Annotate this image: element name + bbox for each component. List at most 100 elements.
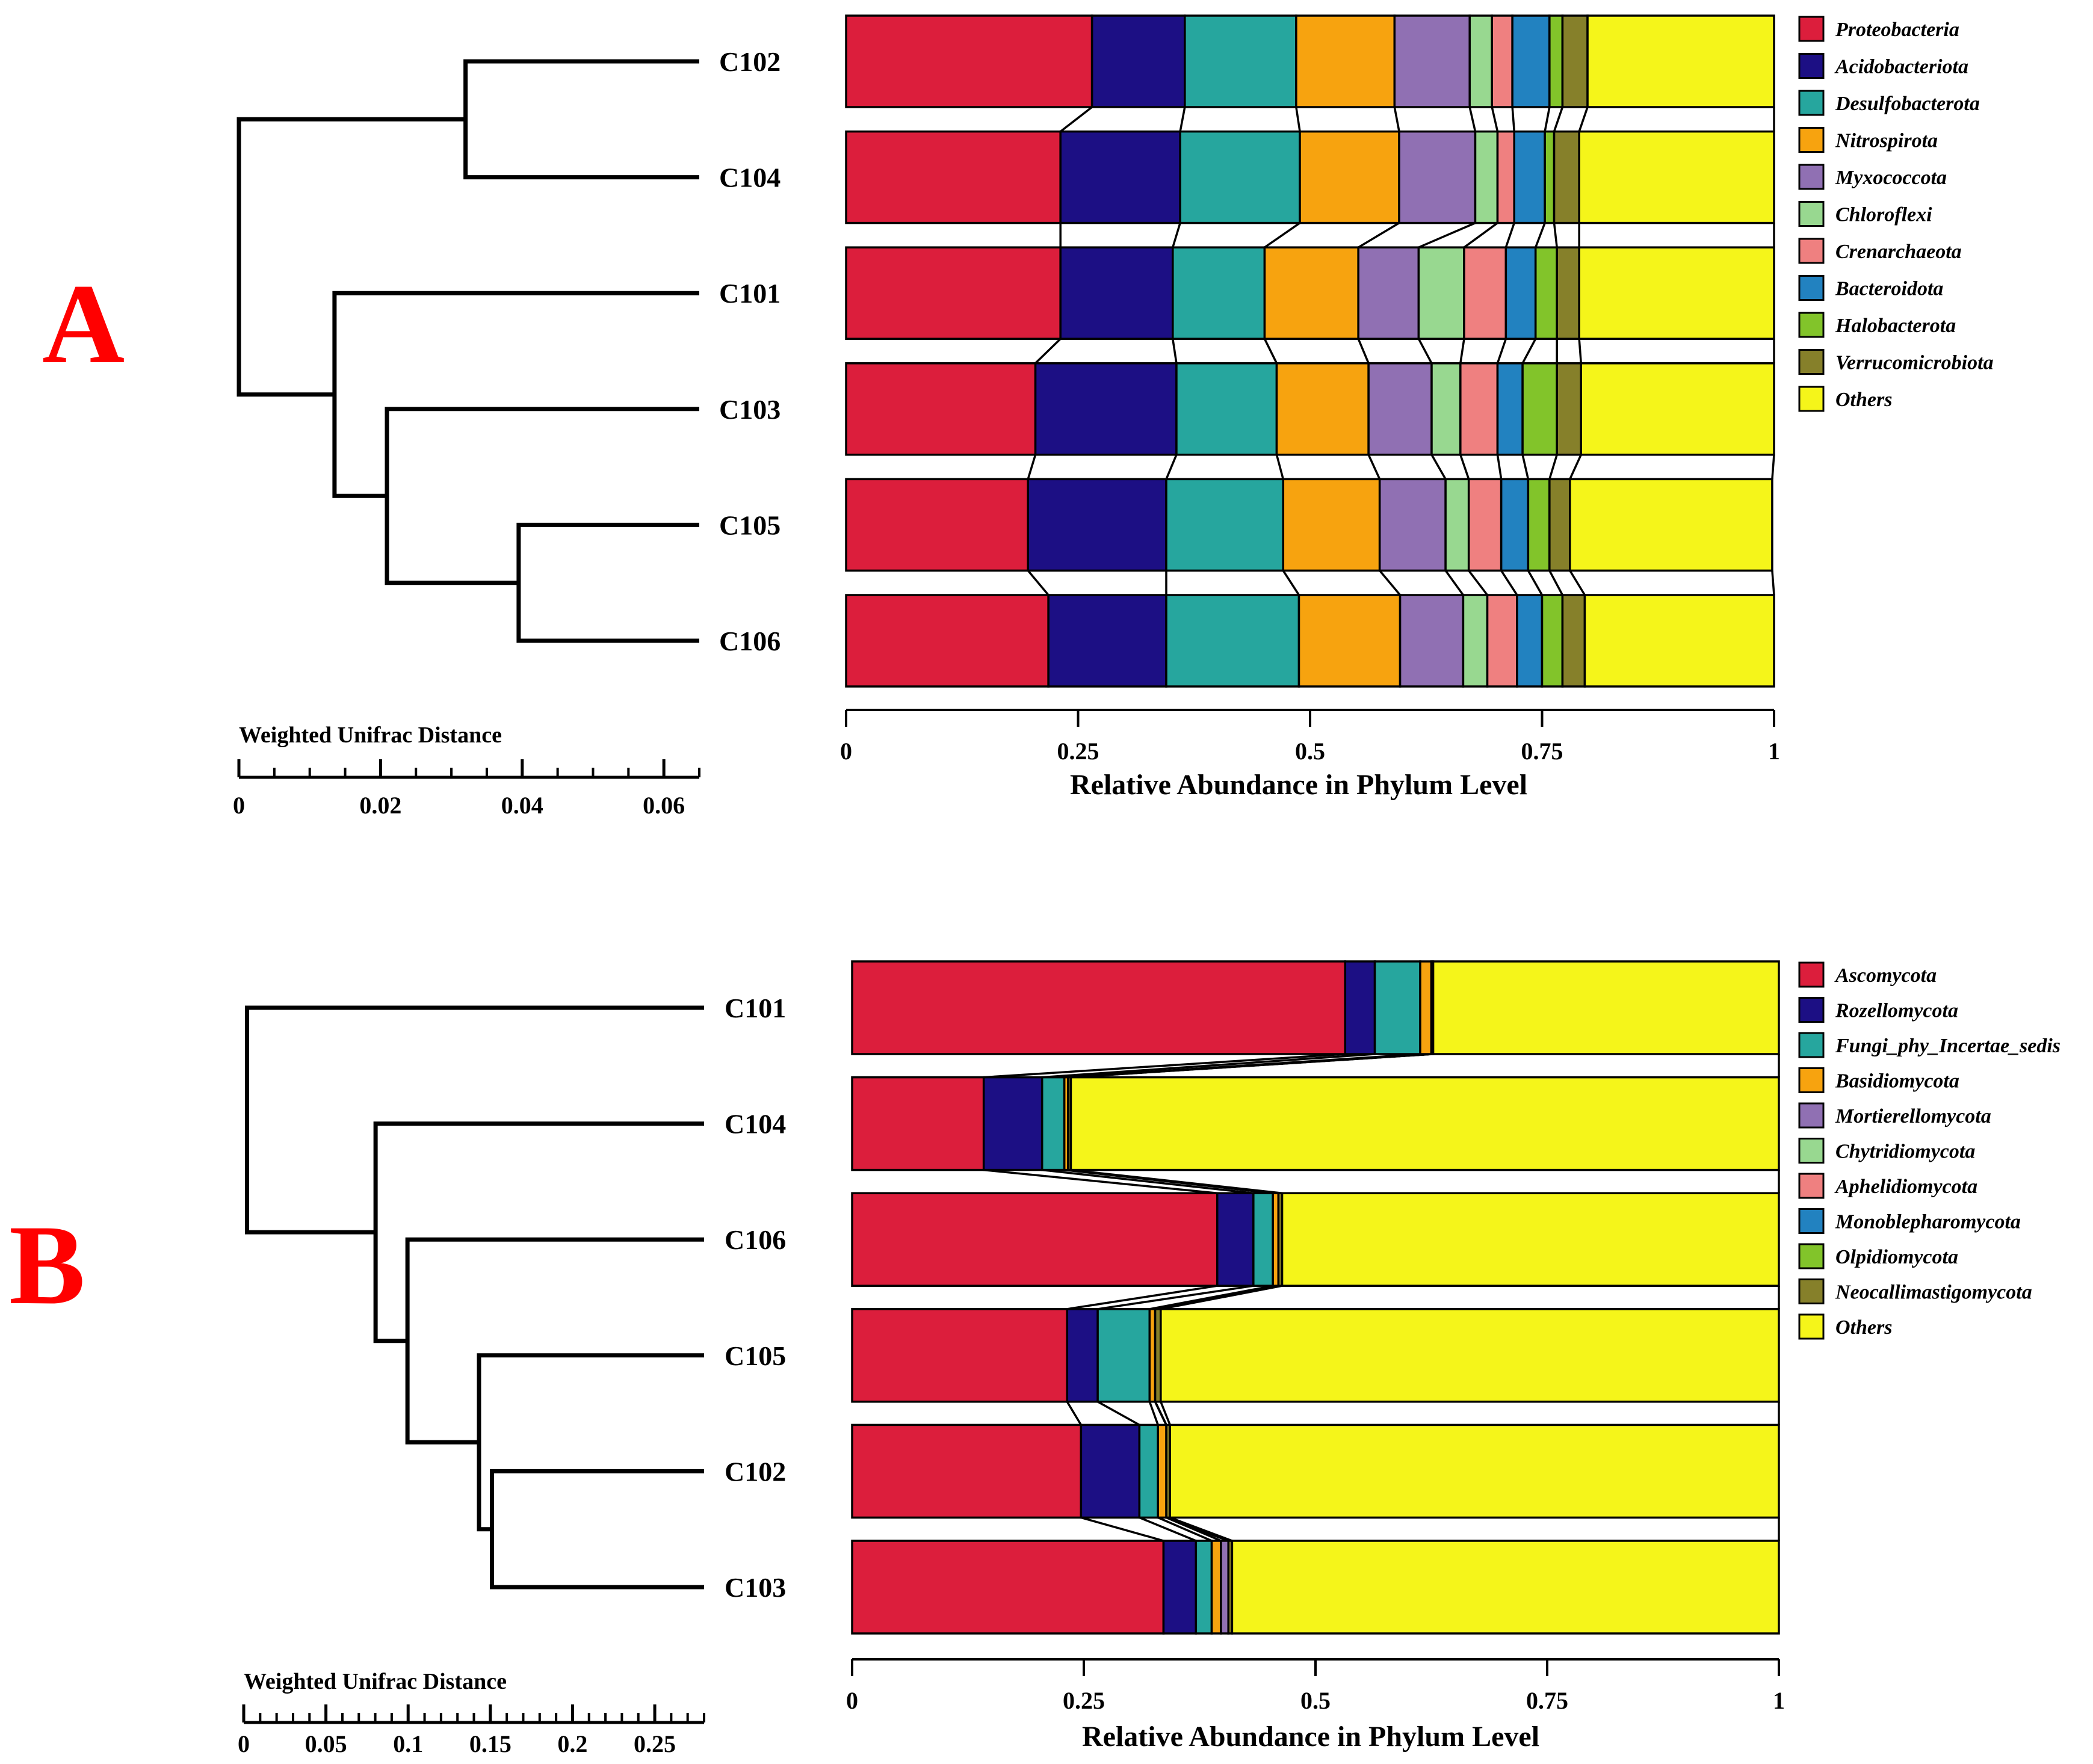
connector-line	[1166, 1516, 1229, 1542]
legend-label: Bacteroidota	[1835, 278, 1943, 300]
bar-segment-halobacterota	[1541, 594, 1564, 688]
dendrogram-branch	[405, 1237, 704, 1445]
connector-line	[1771, 454, 1775, 480]
legend-label: Ascomycota	[1834, 964, 1937, 987]
bar-segment-bacteroidota	[1504, 246, 1537, 340]
legend-item: Others	[1798, 1313, 1892, 1340]
connector-line	[1511, 106, 1515, 132]
bar-segment-crenarchaeota	[1459, 362, 1499, 456]
connector-line	[1179, 106, 1186, 132]
legend-item: Verrucomicrobiota	[1798, 349, 1994, 375]
sample-label: C102	[719, 46, 781, 77]
legend-label: Others	[1835, 389, 1892, 411]
legend-swatch	[1798, 127, 1825, 153]
dendrogram-branch	[244, 1005, 704, 1235]
connector-line	[1468, 106, 1477, 132]
legend-label: Desulfobacterota	[1835, 93, 1980, 115]
bar-segment-myxococcota	[1357, 246, 1420, 340]
legend-swatch	[1798, 164, 1825, 190]
connector-line	[1097, 1284, 1254, 1310]
connector-line	[1459, 454, 1470, 480]
bar-segment-basidiomycota	[1419, 960, 1433, 1055]
connector-line	[1263, 338, 1278, 364]
bar-segment-bacteroidota	[1516, 594, 1544, 688]
sample-label: C103	[719, 394, 781, 425]
bar-segment-crenarchaeota	[1463, 246, 1507, 340]
panel-letter-a: A	[42, 261, 125, 387]
bar-segment-crenarchaeota	[1486, 594, 1518, 688]
legend-swatch	[1798, 961, 1825, 988]
connector-line	[1060, 106, 1093, 132]
connector-line	[1264, 222, 1301, 248]
legend-swatch	[1798, 275, 1825, 301]
bar-segment-ascomycota	[851, 1308, 1069, 1403]
x-tick-label: 0	[840, 738, 852, 765]
connector-line	[1275, 454, 1284, 480]
bar-row-c104	[845, 130, 1775, 224]
bar-segment-fungi-phy-incertae-sedis	[1138, 1423, 1159, 1519]
bar-segment-halobacterota	[1534, 246, 1558, 340]
bar-segment-mortierellomycota	[1220, 1540, 1229, 1635]
dendrogram	[244, 1005, 704, 1590]
bar-segment-acidobacteriota	[1059, 130, 1181, 224]
bar-segment-bacteroidota	[1496, 362, 1524, 456]
bar-segment-others	[1231, 1540, 1780, 1635]
legend-swatch	[1798, 53, 1825, 79]
bar-segment-myxococcota	[1398, 130, 1477, 224]
connector-line	[1527, 570, 1544, 596]
connector-line	[1418, 221, 1476, 248]
bar-segment-halobacterota	[1527, 478, 1551, 572]
dendrogram-branch	[477, 1353, 704, 1532]
bar-segment-chloroflexi	[1444, 478, 1470, 572]
bar-row-c101	[851, 960, 1780, 1055]
scale-title: Weighted Unifrac Distance	[244, 1669, 507, 1694]
x-tick-label: 0	[846, 1687, 858, 1714]
connector-line	[1521, 338, 1537, 364]
connector-line	[1165, 454, 1178, 480]
legend-label: Myxococcota	[1835, 167, 1947, 189]
bar-segment-verrucomicrobiota	[1561, 14, 1589, 108]
bar-segment-nitrospirota	[1282, 478, 1381, 572]
connector-line	[1071, 1168, 1282, 1194]
distance-scale-bar: Weighted Unifrac Distance 0 0.05 0.1 0.15 0.2…	[238, 1669, 705, 1757]
bar-segment-fungi-phy-incertae-sedis	[1373, 960, 1421, 1055]
bar-segment-desulfobacterota	[1172, 246, 1266, 340]
legend-item: Ascomycota	[1798, 961, 1937, 988]
dendrogram-branch	[237, 117, 466, 397]
scale-title: Weighted Unifrac Distance	[239, 723, 502, 748]
connector-line	[1157, 1516, 1213, 1542]
legend-swatch	[1798, 1102, 1825, 1129]
scale-tick-label: 0	[238, 1730, 250, 1757]
dendrogram-branch	[373, 1121, 704, 1343]
bar-segment-acidobacteriota	[1034, 362, 1178, 456]
panel-a: C102 C104 C101 C103 C105 C106 0 0.25 0.5 0.75 1 Rel…	[233, 14, 1994, 819]
legend-item: Bacteroidota	[1798, 275, 1943, 301]
bar-segment-fungi-phy-incertae-sedis	[1096, 1308, 1151, 1403]
bar-segment-myxococcota	[1367, 362, 1433, 456]
bar-segment-others	[1160, 1308, 1780, 1403]
bar-segment-others	[1169, 1423, 1780, 1519]
legend-label: Halobacterota	[1835, 315, 1956, 337]
bar-segment-chloroflexi	[1462, 594, 1489, 688]
bar-segment-chloroflexi	[1430, 362, 1462, 456]
legend-item: Monoblepharomycota	[1798, 1208, 2021, 1234]
bar-row-c101	[845, 246, 1775, 340]
legend-label: Chloroflexi	[1835, 204, 1932, 226]
x-axis: 0 0.25 0.5 0.75 1 Relative Abundance in Phylu…	[846, 1658, 1785, 1753]
connector-line	[1379, 570, 1401, 596]
dendrogram-branch	[385, 407, 699, 585]
x-tick-label: 0.5	[1295, 738, 1325, 765]
legend-item: Fungi_phy_Incertae_sedis	[1798, 1032, 2061, 1058]
bar-row-c102	[845, 14, 1775, 108]
connector-line	[983, 1053, 1346, 1079]
scale-tick-label: 0	[233, 792, 245, 819]
legend-swatch	[1798, 201, 1825, 227]
connector-line	[1578, 106, 1589, 132]
bar-row-c105	[845, 478, 1773, 572]
bar-segment-rozellomycota	[1066, 1308, 1099, 1403]
bar-segment-proteobacteria	[845, 130, 1062, 224]
x-tick-label: 1	[1768, 738, 1780, 765]
connector-line	[1548, 570, 1563, 596]
legend-swatch	[1798, 1278, 1825, 1304]
legend-swatch	[1798, 1313, 1825, 1340]
